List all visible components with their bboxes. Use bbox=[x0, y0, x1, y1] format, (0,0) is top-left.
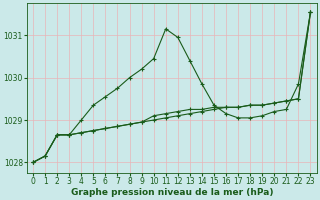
X-axis label: Graphe pression niveau de la mer (hPa): Graphe pression niveau de la mer (hPa) bbox=[70, 188, 273, 197]
